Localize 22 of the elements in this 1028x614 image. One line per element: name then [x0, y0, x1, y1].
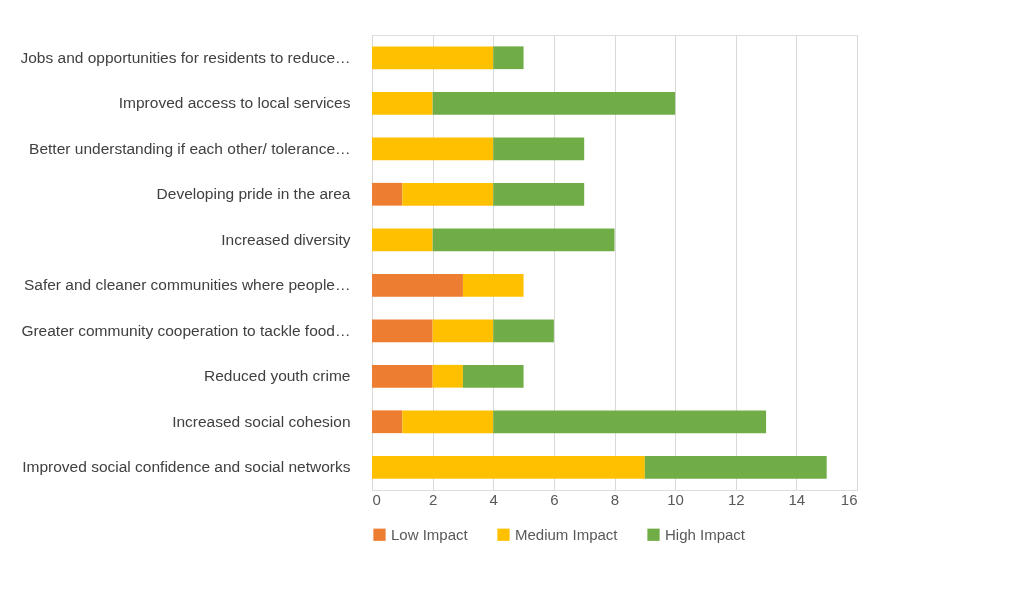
legend-label: Medium Impact [515, 525, 619, 543]
y-tick-label: Reduced youth crime [204, 367, 351, 385]
x-tick-label: 6 [550, 490, 559, 508]
y-tick-label: Greater community cooperation to tackle food… [21, 321, 351, 339]
x-tick-label: 4 [489, 490, 498, 508]
x-tick-label: 0 [372, 490, 381, 508]
y-tick-label: Safer and cleaner communities where people… [23, 276, 351, 294]
y-tick-label: Improved social confidence and social networks [22, 458, 351, 476]
y-tick-label: Developing pride in the area [156, 185, 351, 203]
y-tick-label: Jobs and opportunities for residents to reduce… [20, 48, 351, 66]
x-tick-label: 8 [610, 490, 620, 508]
x-tick-label: 14 [788, 490, 806, 508]
legend-label: Low Impact [391, 525, 469, 543]
x-tick-label: 12 [727, 490, 745, 508]
x-tick-label: 2 [428, 490, 438, 508]
y-tick-label: Increased diversity [221, 230, 351, 248]
y-tick-label: Increased social cohesion [172, 412, 351, 430]
legend-label: High Impact [665, 525, 746, 543]
y-tick-label: Better understanding if each other/ tolerance… [29, 139, 351, 157]
y-tick-label: Improved access to local services [118, 94, 351, 112]
x-tick-label: 16 [840, 490, 858, 508]
x-tick-label: 10 [667, 490, 684, 508]
